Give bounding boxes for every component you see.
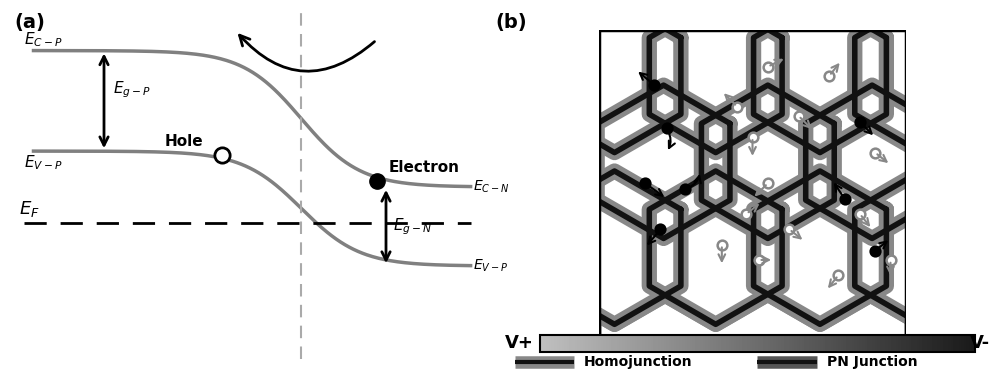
Text: V-: V- (970, 334, 990, 352)
Polygon shape (649, 171, 782, 324)
Polygon shape (649, 0, 782, 153)
Text: V+: V+ (505, 334, 534, 352)
Polygon shape (754, 171, 886, 324)
Polygon shape (701, 85, 834, 239)
Polygon shape (855, 0, 988, 153)
Polygon shape (548, 0, 681, 153)
Text: $E_F$: $E_F$ (19, 199, 40, 219)
Text: (b): (b) (495, 13, 527, 32)
Text: $E_{g-P}$: $E_{g-P}$ (113, 80, 151, 100)
Text: Electron: Electron (388, 160, 459, 175)
Text: $E_{V-P}$: $E_{V-P}$ (24, 153, 63, 172)
Polygon shape (806, 85, 939, 239)
Polygon shape (701, 85, 834, 239)
Polygon shape (855, 0, 988, 153)
Polygon shape (548, 171, 681, 324)
Text: PN Junction: PN Junction (827, 355, 917, 369)
Text: $E_{V-P}$: $E_{V-P}$ (473, 258, 508, 274)
Polygon shape (649, 0, 782, 153)
Text: $E_{C-P}$: $E_{C-P}$ (24, 30, 63, 49)
Text: Homojunction: Homojunction (584, 355, 693, 369)
Polygon shape (548, 171, 681, 324)
Polygon shape (855, 171, 988, 324)
Polygon shape (855, 171, 988, 324)
Bar (540, 335, 975, 352)
Polygon shape (754, 0, 886, 153)
Text: Hole: Hole (165, 134, 204, 148)
Text: (a): (a) (15, 13, 46, 32)
Polygon shape (548, 0, 681, 153)
Polygon shape (754, 171, 886, 324)
Polygon shape (597, 85, 730, 239)
Polygon shape (597, 85, 730, 239)
Polygon shape (649, 171, 782, 324)
Polygon shape (754, 0, 886, 153)
Polygon shape (806, 85, 939, 239)
Text: $E_{C-N}$: $E_{C-N}$ (473, 179, 509, 195)
Text: $E_{g-N}$: $E_{g-N}$ (393, 216, 432, 237)
